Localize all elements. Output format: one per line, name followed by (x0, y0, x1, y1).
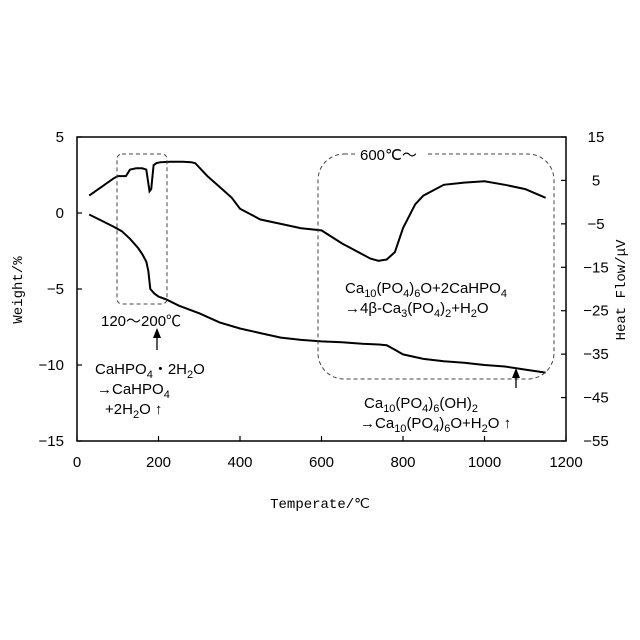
x-tick-label: 200 (146, 454, 171, 471)
right-axis-title: Heat Flow/μV (614, 239, 630, 340)
arrow-low-temp (153, 328, 161, 350)
x-tick-label: 0 (73, 454, 81, 471)
annotation-dehydration-line2: →CaHPO4 (97, 381, 170, 401)
annotation-decomp-line1: Ca10(PO4)6(OH)2 (364, 395, 478, 415)
annotation-low-range: 120～200℃ (101, 313, 181, 330)
x-tick-label: 1000 (468, 454, 501, 471)
x-axis-title: Temperate/℃ (270, 497, 370, 513)
left-tick-label: −10 (39, 357, 64, 374)
annotation-reaction-line1: Ca10(PO4)6O+2CaHPO4 (345, 280, 507, 300)
right-tick-label: −5 (587, 216, 604, 233)
x-tick-label: 600 (309, 454, 334, 471)
right-tick-label: −55 (583, 433, 608, 450)
right-tick-label: −45 (583, 390, 608, 407)
left-axis-title: Weight/% (11, 256, 27, 324)
annotation-high-range: 600℃～ (360, 147, 417, 164)
right-axis-ticks: 15 5 −5 −15 −25 −35 −45 −55 (561, 129, 609, 450)
left-tick-label: −15 (39, 433, 64, 450)
annotation-dehydration-line1: CaHPO4・2H2O (95, 361, 205, 381)
left-axis-ticks: 5 0 −5 −10 −15 (39, 129, 82, 450)
x-tick-label: 400 (227, 454, 252, 471)
right-tick-label: −35 (583, 346, 608, 363)
annotation-dehydration-line3: +2H2O ↑ (105, 401, 162, 421)
right-tick-label: −15 (583, 259, 608, 276)
annotation-decomp-line2: →Ca10(PO4)6O+H2O ↑ (360, 415, 511, 435)
annotation-reaction-line2: →4β-Ca3(PO4)2+H2O (345, 300, 489, 320)
right-tick-label: −25 (583, 303, 608, 320)
x-tick-label: 1200 (549, 454, 582, 471)
heat-flow-curve (89, 162, 545, 261)
x-tick-label: 800 (390, 454, 415, 471)
arrow-high-temp (512, 368, 520, 388)
right-tick-label: 5 (592, 172, 600, 189)
right-tick-label: 15 (588, 129, 605, 146)
left-tick-label: −5 (47, 281, 64, 298)
left-tick-label: 5 (56, 129, 64, 146)
left-tick-label: 0 (56, 205, 64, 222)
